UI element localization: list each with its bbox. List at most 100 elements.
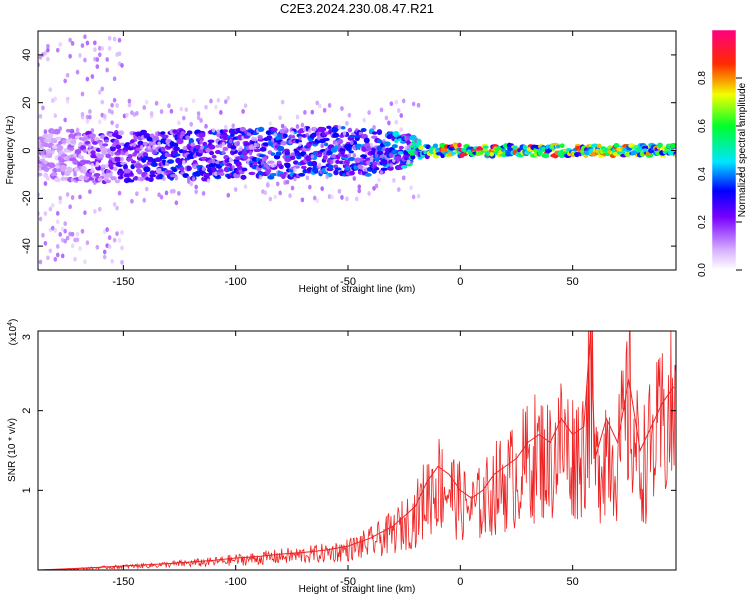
heatmap-cell	[48, 206, 53, 212]
heatmap-cell	[142, 197, 147, 203]
heatmap-cell	[303, 109, 307, 115]
y-tick-label: -20	[21, 190, 33, 206]
heatmap-cell	[181, 160, 186, 165]
heatmap-cell	[216, 129, 221, 134]
heatmap-cell	[391, 144, 398, 149]
heatmap-cell	[215, 144, 221, 148]
heatmap-cell	[92, 141, 98, 145]
heatmap-cell	[300, 197, 305, 203]
heatmap-cell	[144, 186, 149, 192]
heatmap-cell	[226, 192, 231, 198]
heatmap-cell	[112, 166, 118, 171]
heatmap-cell	[63, 238, 67, 244]
heatmap-cell	[209, 151, 215, 156]
heatmap-cell	[75, 231, 80, 237]
heatmap-cell	[179, 106, 184, 112]
heatmap-cell	[115, 231, 119, 237]
heatmap-cell	[383, 141, 391, 147]
heatmap-cell	[309, 133, 316, 139]
heatmap-cell	[139, 176, 144, 182]
heatmap-cell	[142, 105, 147, 110]
heatmap-cell	[114, 139, 119, 144]
heatmap-cell	[157, 141, 161, 147]
heatmap-cell	[401, 98, 406, 104]
heatmap-cell	[206, 178, 211, 184]
heatmap-cell	[323, 142, 329, 147]
snr-y-scale-prefix: (x10	[8, 325, 19, 345]
heatmap-cell	[90, 74, 95, 79]
heatmap-cell	[54, 177, 61, 183]
heatmap-cell	[256, 142, 260, 148]
heatmap-cell	[410, 154, 416, 160]
heatmap-cell	[127, 153, 133, 159]
heatmap-cell	[174, 175, 179, 181]
heatmap-cell	[130, 160, 137, 164]
heatmap-cell	[349, 170, 355, 176]
heatmap-cell	[75, 128, 80, 133]
heatmap-cell	[348, 150, 354, 154]
heatmap-cell	[105, 169, 111, 175]
x-tick-label: -150	[112, 276, 134, 288]
heatmap-cell	[167, 103, 171, 109]
colorbar-label: Normalized spectral amplitude	[737, 82, 748, 217]
heatmap-cell	[68, 204, 72, 210]
heatmap-cell	[118, 130, 125, 136]
heatmap-cell	[613, 142, 620, 148]
heatmap-cell	[115, 205, 119, 211]
heatmap-cell	[380, 167, 388, 171]
heatmap-cell	[222, 146, 229, 151]
heatmap-cell	[152, 135, 160, 142]
heatmap-cell	[377, 177, 381, 183]
heatmap-cell	[387, 120, 391, 126]
heatmap-cell	[105, 172, 113, 178]
heatmap-cell	[112, 97, 117, 103]
snr-y-scale-exponent: 4	[7, 322, 14, 326]
heatmap-cell	[115, 123, 119, 129]
heatmap-cell	[317, 103, 322, 109]
heatmap-cell	[176, 138, 184, 145]
heatmap-cell	[41, 105, 45, 111]
heatmap-cell	[373, 156, 382, 161]
heatmap-cell	[414, 150, 418, 156]
heatmap-cell	[288, 134, 296, 138]
heatmap-cell	[115, 144, 122, 150]
heatmap-cell	[211, 158, 216, 164]
heatmap-cell	[416, 102, 421, 108]
heatmap-cell	[55, 219, 60, 225]
heatmap-cell	[63, 117, 67, 123]
heatmap-cell	[439, 142, 446, 148]
heatmap-cell	[290, 185, 295, 191]
colorbar-tick-label: 0.8	[697, 71, 708, 85]
heatmap-cell	[107, 35, 112, 41]
heatmap-cell	[99, 141, 104, 147]
heatmap-cell	[107, 244, 112, 250]
colorbar-tick-label: 0.6	[697, 119, 708, 133]
heatmap-cell	[239, 126, 246, 132]
heatmap-cell	[270, 162, 275, 168]
heatmap-cell	[224, 124, 228, 130]
heatmap-cell	[238, 145, 243, 151]
heatmap-cell	[38, 113, 43, 119]
heatmap-cell	[399, 113, 404, 118]
heatmap-cell	[204, 123, 208, 129]
heatmap-cell	[398, 145, 404, 150]
x-tick-label: 0	[457, 276, 463, 288]
heatmap-cell	[374, 183, 379, 189]
heatmap-cell	[83, 210, 87, 216]
heatmap-cell	[362, 117, 366, 123]
heatmap-cell	[120, 156, 124, 162]
heatmap-cell	[209, 98, 213, 104]
heatmap-cell	[394, 138, 399, 144]
heatmap-cell	[214, 104, 218, 110]
heatmap-cell	[58, 232, 63, 237]
heatmap-cell	[110, 146, 116, 152]
heatmap-cell	[102, 254, 107, 260]
heatmap-cell	[559, 143, 565, 149]
heatmap-cell	[372, 185, 376, 191]
heatmap-cell	[364, 150, 369, 156]
heatmap-cell	[333, 169, 339, 176]
heatmap-cell	[216, 97, 221, 103]
heatmap-cell	[541, 153, 550, 159]
heatmap-cell	[120, 259, 124, 265]
